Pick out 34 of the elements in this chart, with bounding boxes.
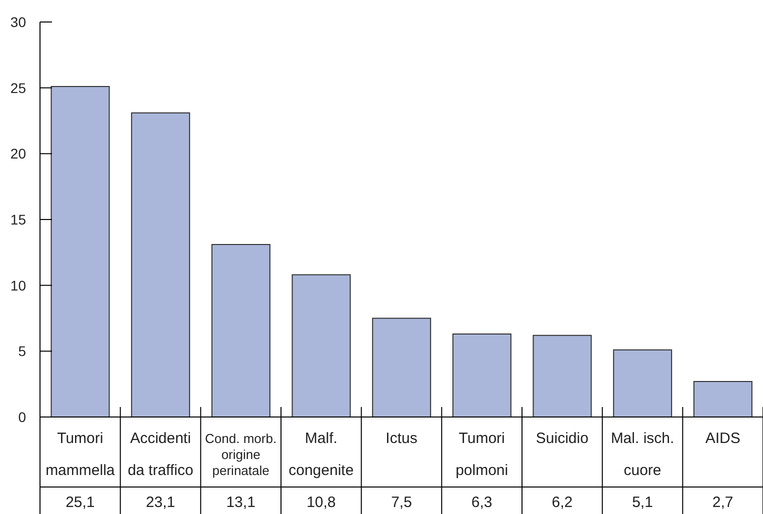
bar	[211, 244, 270, 417]
bar	[292, 274, 351, 417]
x-tick-label: Suicidio	[536, 430, 588, 447]
y-tick-label: 25	[10, 80, 26, 96]
data-label: 23,1	[146, 494, 176, 511]
y-tick-label: 0	[18, 409, 26, 425]
data-label: 6,3	[471, 494, 492, 511]
y-tick-label: 10	[10, 277, 26, 294]
bar	[452, 334, 512, 417]
x-tick-label: Tumori mammella	[46, 430, 116, 479]
data-label: 25,1	[66, 494, 95, 511]
bar	[131, 112, 190, 417]
x-tick-label: Ictus	[386, 430, 418, 447]
x-tick-label: AIDS	[705, 430, 740, 447]
bar	[50, 86, 110, 417]
x-tick-label: Mal. isch. cuore	[610, 430, 674, 479]
x-tick-label: Accidenti da traffico	[128, 430, 194, 479]
bar	[693, 380, 752, 417]
bar	[532, 334, 592, 417]
y-tick-label: 30	[10, 14, 26, 30]
bar	[372, 318, 432, 417]
y-tick-label: 15	[10, 212, 26, 228]
data-label: 5,1	[632, 494, 653, 511]
data-label: 13,1	[226, 494, 256, 511]
data-label: 6,2	[552, 494, 573, 511]
bar	[613, 349, 672, 417]
y-tick-label: 20	[10, 146, 26, 162]
x-tick-label: Cond. morb. origine perinatale	[205, 431, 277, 478]
data-label: 10,8	[306, 494, 336, 511]
x-tick-label: Malf. congenite	[288, 430, 354, 479]
data-label: 7,5	[391, 494, 412, 511]
data-label: 2,7	[712, 494, 734, 511]
x-tick-label: Tumori polmoni	[456, 430, 508, 479]
y-tick-label: 5	[18, 343, 26, 360]
